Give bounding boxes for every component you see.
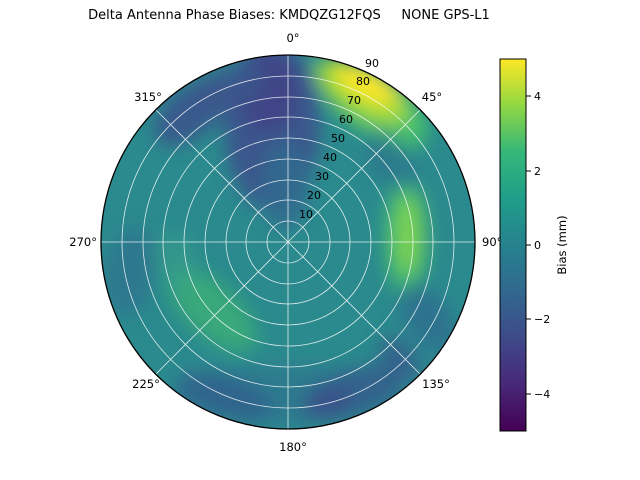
blob-45-yellow-core: [335, 63, 397, 105]
colorbar-ticks: [526, 95, 531, 395]
contour-blobs: [104, 55, 458, 425]
radial-tick-10: 10: [299, 208, 313, 221]
blob-340-rim-dark: [189, 65, 267, 111]
blob-120-dark: [398, 282, 458, 354]
colorbar-tick-0: 0: [534, 239, 541, 252]
chart-title: Delta Antenna Phase Biases: KMDQZG12FQS …: [88, 8, 490, 23]
angular-tick-45: 45°: [422, 90, 442, 104]
radial-tick-20: 20: [307, 189, 321, 202]
polar-grid: [100, 54, 476, 430]
angular-tick-0: 0°: [286, 31, 299, 45]
angular-tick-225: 225°: [132, 377, 160, 391]
angular-tick-315: 315°: [134, 90, 162, 104]
angular-tick-labels: 0° 45° 90° 135° 180° 225° 270° 315°: [69, 31, 502, 454]
blob-top-dark-tail: [261, 140, 309, 230]
radial-tick-90: 90: [365, 57, 379, 70]
colorbar-gradient: [499, 58, 527, 432]
radial-tick-60: 60: [339, 113, 353, 126]
colorbar-tick-labels: 4 2 0 −2 −4: [534, 90, 550, 401]
colorbar-tick-neg2: −2: [534, 313, 550, 326]
colorbar-tick-4: 4: [534, 90, 541, 103]
colorbar-tick-2: 2: [534, 165, 541, 178]
blob-65-teal: [362, 130, 418, 190]
colorbar: 4 2 0 −2 −4 Bias (mm): [499, 58, 569, 432]
colorbar-axis-label: Bias (mm): [555, 215, 569, 274]
colorbar-tick-neg4: −4: [534, 388, 550, 401]
radial-tick-80: 80: [356, 75, 370, 88]
radial-tick-40: 40: [323, 151, 337, 164]
blob-140-dark: [378, 336, 422, 380]
angular-tick-90: 90°: [482, 235, 502, 249]
blob-90-green-core: [395, 195, 421, 275]
radial-tick-50: 50: [331, 132, 345, 145]
radial-tick-labels: 10 20 30 40 50 60 70 80 90: [299, 57, 379, 221]
radial-tick-30: 30: [315, 170, 329, 183]
angular-tick-135: 135°: [422, 377, 450, 391]
angular-tick-270: 270°: [69, 235, 97, 249]
blob-255-green: [155, 232, 197, 292]
radial-tick-70: 70: [347, 94, 361, 107]
blob-170-navy: [308, 387, 352, 413]
plot-boundary: [100, 54, 476, 430]
angular-tick-180: 180°: [279, 440, 307, 454]
